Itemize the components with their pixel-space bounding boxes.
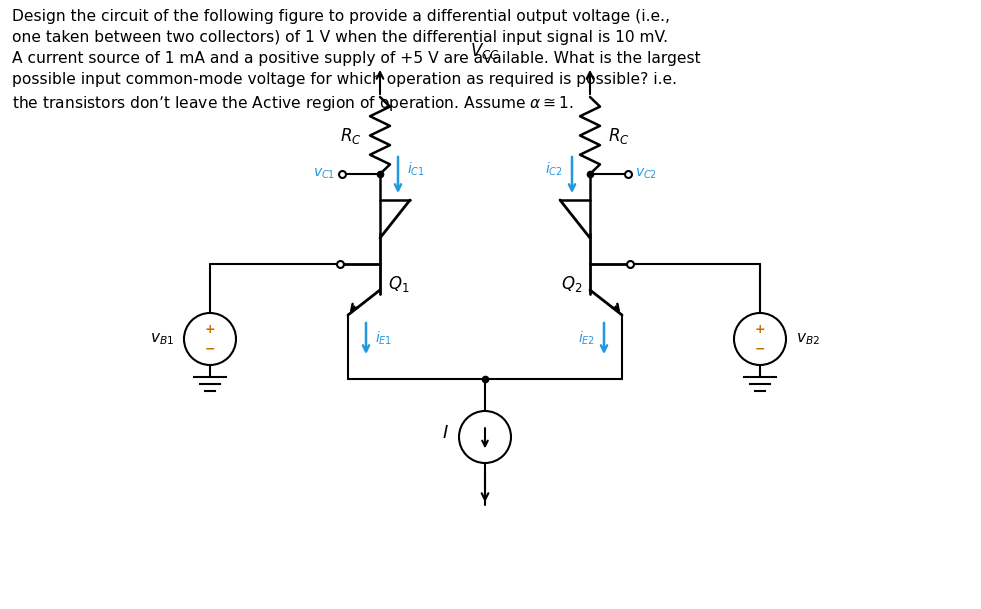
Text: $I$: $I$: [442, 424, 449, 442]
Text: −: −: [754, 342, 765, 356]
Text: $Q_1$: $Q_1$: [388, 274, 409, 294]
Text: $i_{C1}$: $i_{C1}$: [407, 160, 425, 178]
Text: $v_{C2}$: $v_{C2}$: [635, 167, 657, 181]
Text: $R_C$: $R_C$: [608, 125, 630, 146]
Text: Design the circuit of the following figure to provide a differential output volt: Design the circuit of the following figu…: [12, 9, 700, 113]
Text: $v_{B2}$: $v_{B2}$: [796, 331, 820, 347]
Text: $V_{CC}$: $V_{CC}$: [470, 41, 499, 61]
Text: $v_{C1}$: $v_{C1}$: [313, 167, 335, 181]
Text: $R_C$: $R_C$: [340, 125, 362, 146]
Text: $v_{B1}$: $v_{B1}$: [150, 331, 174, 347]
Text: +: +: [205, 323, 215, 336]
Text: $i_{E1}$: $i_{E1}$: [375, 330, 392, 347]
Text: $Q_2$: $Q_2$: [561, 274, 582, 294]
Text: $i_{E2}$: $i_{E2}$: [578, 330, 595, 347]
Text: +: +: [754, 323, 765, 336]
Text: $i_{C2}$: $i_{C2}$: [545, 160, 563, 178]
Text: −: −: [205, 342, 215, 356]
